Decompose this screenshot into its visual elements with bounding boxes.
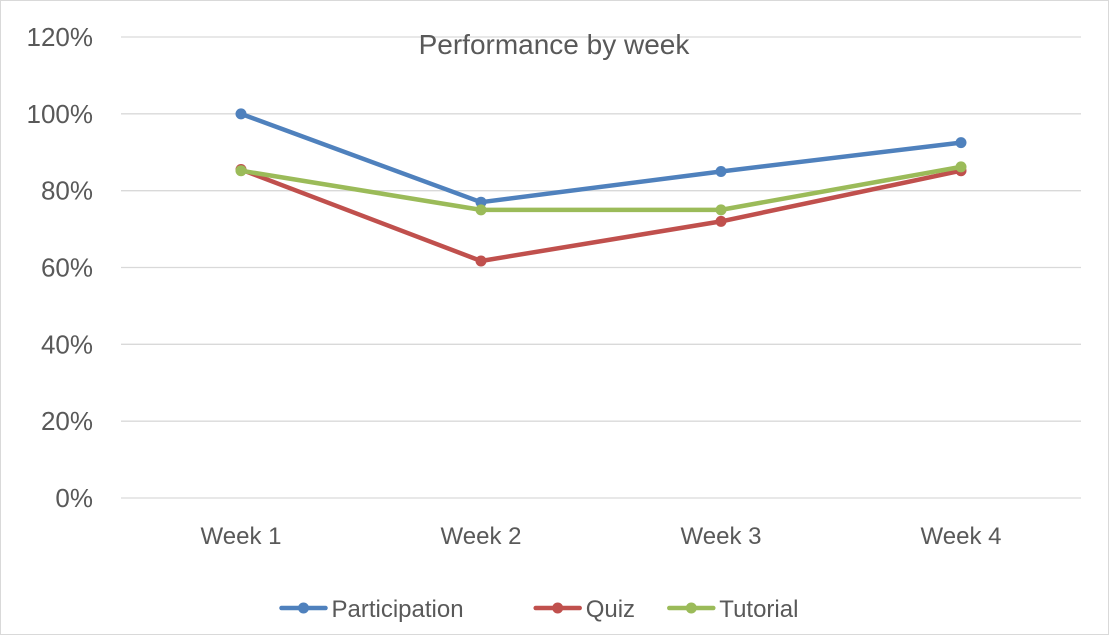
y-tick-label: 60% <box>41 253 93 283</box>
legend-item-quiz: Quiz <box>533 596 635 623</box>
legend-label: Quiz <box>586 596 635 623</box>
y-tick-label: 0% <box>55 483 93 513</box>
x-tick-label: Week 2 <box>441 523 522 550</box>
data-point <box>235 108 247 120</box>
x-tick-label: Week 1 <box>201 523 282 550</box>
x-tick-label: Week 4 <box>921 523 1002 550</box>
data-point <box>475 196 487 208</box>
y-tick-label: 20% <box>41 406 93 436</box>
series-line <box>238 111 964 205</box>
y-tick-label: 80% <box>41 176 93 206</box>
data-point <box>715 204 727 216</box>
y-axis-ticks: 0% 20% 40% 60% 80% 100% 120% <box>27 22 94 513</box>
data-point <box>475 255 487 267</box>
data-point <box>955 137 967 149</box>
legend-swatch-marker <box>552 602 564 614</box>
gridlines <box>121 36 1081 499</box>
data-point <box>475 204 487 216</box>
legend-label: Participation <box>332 596 464 623</box>
legend-label: Tutorial <box>719 596 798 623</box>
data-point <box>955 161 967 173</box>
y-tick-label: 40% <box>41 329 93 359</box>
series-lines <box>235 108 967 267</box>
series-tutorial <box>235 161 967 216</box>
y-tick-label: 100% <box>27 99 94 129</box>
data-point <box>715 165 727 177</box>
data-point <box>715 215 727 227</box>
x-axis-ticks: Week 1 Week 2 Week 3 Week 4 <box>201 523 1002 550</box>
data-point <box>235 165 247 177</box>
series-line <box>238 164 964 213</box>
legend: Participation Quiz Tutorial <box>279 596 798 623</box>
y-tick-label: 120% <box>27 22 94 52</box>
series-line <box>238 167 964 264</box>
legend-swatch-marker <box>298 602 309 614</box>
legend-item-tutorial: Tutorial <box>667 596 798 623</box>
series-participation <box>235 108 967 208</box>
legend-item-participation: Participation <box>279 596 464 623</box>
legend-swatch-marker <box>685 602 697 614</box>
series-quiz <box>235 164 967 267</box>
chart-title: Performance by week <box>419 29 691 60</box>
x-tick-label: Week 3 <box>681 523 762 550</box>
